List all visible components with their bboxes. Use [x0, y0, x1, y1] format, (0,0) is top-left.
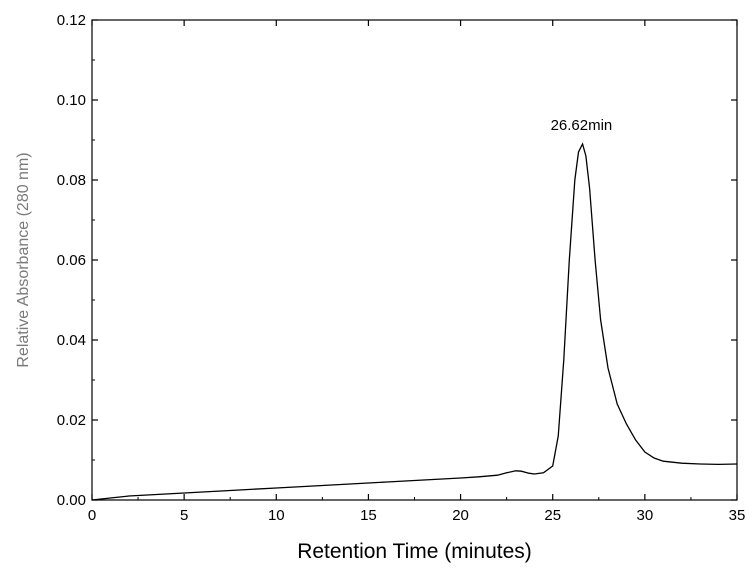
peak-annotation: 26.62min	[551, 117, 613, 134]
y-tick-label: 0.10	[57, 92, 86, 109]
x-tick-label: 0	[88, 507, 96, 524]
y-axis-title: Relative Absorbance (280 nm)	[15, 152, 32, 367]
y-tick-label: 0.08	[57, 172, 86, 189]
chromatogram-line	[91, 142, 738, 501]
y-tick-label: 0.04	[57, 332, 86, 349]
x-tick-label: 35	[729, 507, 746, 524]
x-axis-title: Retention Time (minutes)	[297, 540, 532, 563]
x-tick-label: 15	[360, 507, 377, 524]
x-tick-label: 25	[544, 507, 561, 524]
plot-frame	[91, 19, 738, 501]
y-tick-label: 0.06	[57, 252, 86, 269]
x-tick-label: 5	[180, 507, 188, 524]
y-tick-label: 0.02	[57, 412, 86, 429]
x-tick-label: 20	[452, 507, 469, 524]
y-tick-label: 0.12	[57, 12, 86, 29]
x-tick-label: 30	[637, 507, 654, 524]
y-tick-label: 0.00	[57, 492, 86, 509]
x-axis: 0 5 10 15 20 25 30 35	[88, 20, 746, 524]
y-axis: 0.00 0.02 0.04 0.06 0.08 0.10 0.12	[57, 12, 737, 509]
x-tick-label: 10	[268, 507, 285, 524]
